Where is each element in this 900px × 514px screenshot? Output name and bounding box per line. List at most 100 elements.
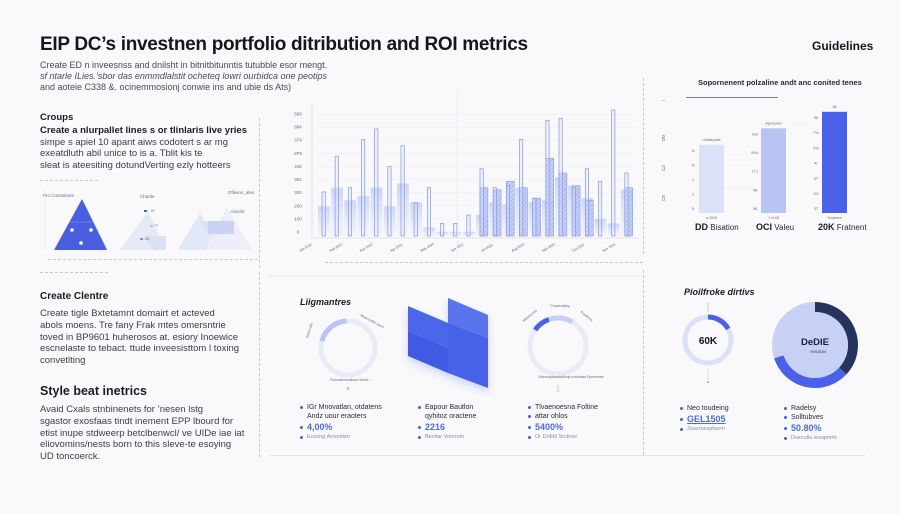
bar-caption-2: OCI Valeu bbox=[756, 222, 795, 232]
mini-point bbox=[89, 228, 93, 232]
sub-bar-tick-label: 7% bbox=[813, 131, 819, 135]
subpanel-title-underline bbox=[686, 97, 778, 98]
bar-outline bbox=[598, 181, 603, 237]
mini-marker-label: A0 bbox=[145, 237, 149, 241]
mini-point bbox=[70, 228, 74, 232]
bar-filled bbox=[594, 219, 607, 236]
groups-line: exeatdluth abil unice to is a. Tblit kis… bbox=[40, 148, 203, 159]
shape-face-top-left bbox=[408, 306, 448, 348]
portfolio-bar-chart: 0 100 200 300 352 446 2P6 374 884 599 Jan 2021 Feb… bbox=[294, 104, 638, 253]
stat-percent: 5400% bbox=[528, 421, 598, 433]
bar-outline bbox=[519, 139, 524, 237]
bar-outline bbox=[334, 155, 339, 237]
y-tick-label: 599 bbox=[294, 112, 302, 117]
bar-filled bbox=[410, 202, 423, 236]
donut-inner bbox=[782, 312, 848, 378]
y-tick-label: 352 bbox=[294, 177, 302, 182]
shape-face-bottom-left bbox=[408, 331, 448, 373]
bar-filled bbox=[331, 187, 344, 236]
style-line: etist inupe stdweerp betclbenwcl/ ve UID… bbox=[40, 427, 245, 439]
stat-label: attar ohlos bbox=[528, 412, 598, 421]
x-tick-label: Aug 2021 bbox=[511, 242, 526, 253]
stat-label: Andz uour eraoters bbox=[307, 413, 367, 420]
bar-outline bbox=[361, 139, 366, 237]
sub-bar-tick-label: 1 bbox=[692, 193, 694, 197]
bar-filled bbox=[397, 183, 409, 236]
donut-segment-primary bbox=[533, 317, 550, 332]
sub-bar-tick-label: 9O bbox=[813, 192, 818, 196]
mini-legend-left: Pro Conistinent bbox=[43, 193, 74, 198]
chart-mid-divider bbox=[457, 92, 458, 257]
guidelines-link[interactable]: Guidelines bbox=[812, 39, 874, 53]
bar-outline bbox=[624, 172, 629, 237]
stat-label: Tlvaenoesna Foltine bbox=[528, 403, 598, 412]
donut-center-sub: Avsarav bbox=[809, 349, 827, 354]
stat-label: Solltubves bbox=[784, 413, 837, 422]
stat-percent: GEL1505 bbox=[680, 413, 729, 425]
big-donut: DeDIE Avsarav bbox=[772, 302, 858, 388]
bar-filled bbox=[318, 206, 330, 236]
mini-legend-right-2: · Alunda bbox=[228, 209, 245, 214]
stat-label: Neo toudeing bbox=[680, 404, 729, 413]
y-tick-label: 2P6 bbox=[294, 151, 303, 156]
bar-outline bbox=[400, 145, 405, 237]
mini-point bbox=[79, 241, 83, 245]
style-metrics-body: Avaid Cxals stnbinenets for ’nesen lstg … bbox=[40, 404, 270, 463]
chart-y-ticks: 0 100 200 300 352 446 2P6 374 884 599 bbox=[294, 112, 303, 235]
groups-heading: Croups bbox=[40, 112, 74, 123]
x-tick-label: Jul 2021 bbox=[481, 243, 494, 253]
donut-label-bottom: Ftuloratiomsllions Sdunt - - bbox=[330, 378, 374, 382]
centre-line: abols moens. Tre fany Frak mtes omersntr… bbox=[40, 319, 226, 331]
groups-bottom-rule bbox=[48, 259, 258, 260]
bar-outline bbox=[611, 109, 616, 237]
ring-stats: Tlvaenoesna Foltine attar ohlos 5400% Or… bbox=[528, 403, 598, 442]
donut-label-bottom: Vitreshoptamsnplicqe nomtoaes Eprenmaer bbox=[538, 375, 605, 379]
bar-outline bbox=[387, 166, 392, 237]
bar-filled bbox=[383, 206, 396, 236]
style-line: sgastor exosfaas tindt inement EPP lbour… bbox=[40, 415, 234, 427]
centre-body: Create tigle Bxtetamnt domairt et acteve… bbox=[40, 308, 270, 367]
mini-marker bbox=[144, 210, 147, 212]
stat-note: Ecsong Arnovtion bbox=[300, 433, 382, 442]
bar-filled bbox=[462, 231, 475, 236]
ligmantres-donut: Ecturvalis Meaccaller tours Ftuloratioms… bbox=[305, 313, 385, 390]
sub-bar-bottom-label: 1 of 08 bbox=[768, 216, 779, 220]
bar-filled bbox=[370, 187, 383, 236]
triangle-chart: RI TT A0 bbox=[44, 190, 252, 250]
stat-percent: 2216 bbox=[418, 421, 476, 433]
sub-left-axis-label: D0 bbox=[661, 135, 666, 141]
ring-donut: Whterposu Cmprenitary Ausdrens Vitreshop… bbox=[522, 304, 605, 392]
donut-segment-highlight bbox=[319, 318, 347, 342]
bar-filled bbox=[423, 227, 436, 236]
donut-label-top: Cmprenitary bbox=[550, 304, 570, 308]
shape-face-bottom-right bbox=[448, 323, 488, 388]
donut-label-left: Whterposu bbox=[522, 309, 538, 323]
stat-note: Jouvrnesphorm bbox=[680, 425, 729, 434]
bar-outline bbox=[558, 118, 563, 237]
sub-bar-bottom-label: Snowore bbox=[827, 216, 841, 220]
left-column-divider bbox=[259, 118, 260, 268]
chart-bars bbox=[318, 109, 634, 237]
bar-outline bbox=[426, 187, 431, 237]
x-tick-label: Sep 2021 bbox=[541, 242, 556, 253]
donut-center-title: DeDIE bbox=[801, 337, 829, 348]
bar-outline bbox=[571, 187, 576, 237]
donut-segment-dark bbox=[814, 302, 858, 375]
bar-outline bbox=[545, 120, 550, 237]
sub-bar-top-label: Unfatepuse bbox=[702, 138, 720, 142]
page-title: EIP DC’s investnen portfolio ditribution… bbox=[40, 34, 528, 55]
bar-caption-1: DD Bisation bbox=[695, 222, 739, 232]
bar-filled bbox=[449, 231, 462, 236]
centre-line: escnelaste to tebact. ttude inveesisttom… bbox=[40, 343, 240, 355]
stat-label: qyhitoz oractene bbox=[425, 413, 477, 420]
ligmantres-heading: Liigmantres bbox=[300, 297, 352, 307]
sub-bar-tick-label: 8T bbox=[814, 177, 819, 181]
mini-marker bbox=[150, 225, 153, 227]
mini-marker-label: TT bbox=[154, 224, 159, 228]
intro-line: and aoteie C338 &. ocinemmosionj conwie … bbox=[40, 82, 292, 92]
donut-segment-highlight bbox=[707, 314, 731, 331]
sub-bar-top-label: 96 bbox=[833, 105, 837, 109]
groups-line: Create a nlurpallet lines s or tlinlaris… bbox=[40, 125, 247, 136]
style-line: UD toncoerck. bbox=[40, 451, 101, 463]
bar-outline bbox=[347, 187, 352, 237]
